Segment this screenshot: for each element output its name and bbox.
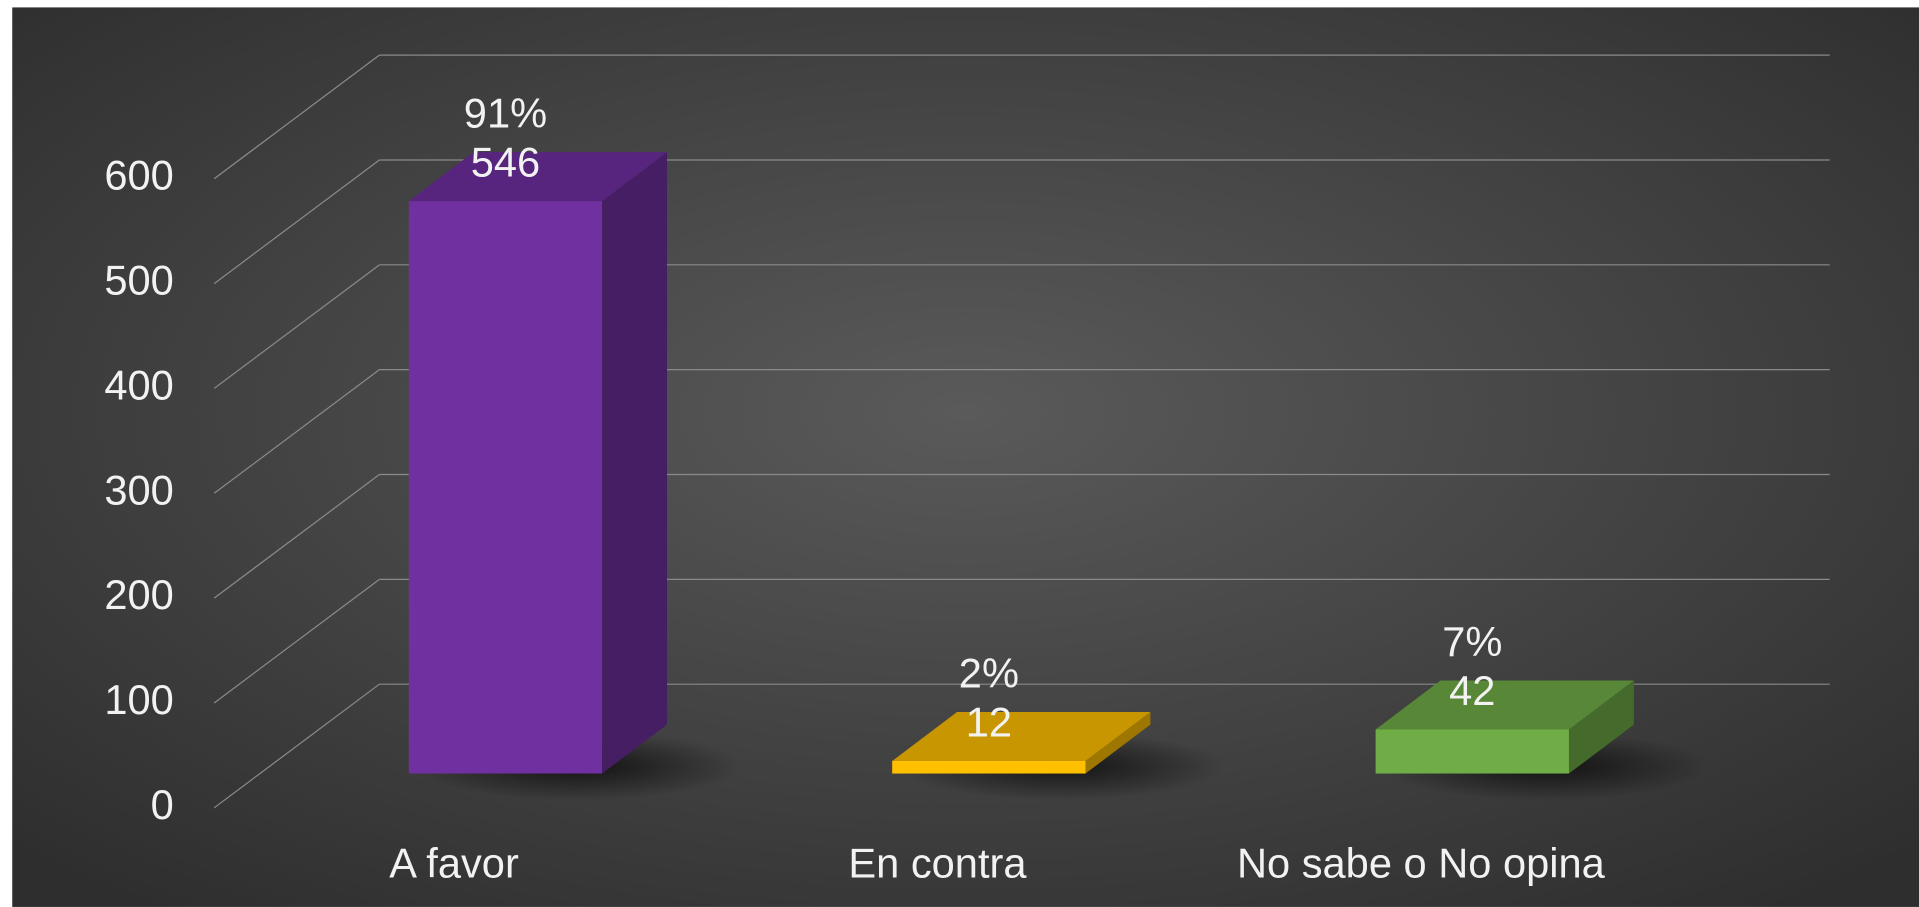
plot: 0 100 200 300 400 500 600 A favor 91%546 En contr…: [104, 54, 1830, 887]
bar-front: [1375, 729, 1569, 774]
bar-side: [1085, 712, 1151, 774]
grid-line: [213, 54, 380, 180]
bar-side: [1568, 680, 1634, 774]
y-tick-label: 300: [104, 466, 173, 513]
bar-top: [892, 712, 1151, 761]
y-tick-label: 500: [104, 257, 173, 304]
y-tick-label: 400: [104, 361, 173, 408]
x-tick-label: No sabe o No opina: [1237, 840, 1606, 887]
bar-top: [1375, 680, 1634, 730]
y-tick-label: 600: [104, 152, 173, 199]
value-label: 42: [1449, 667, 1495, 714]
bar-front: [892, 760, 1086, 774]
bar-front: [408, 201, 603, 774]
percent-label: 2%: [959, 649, 1019, 696]
bar-side: [602, 152, 667, 774]
value-label: 12: [966, 698, 1012, 745]
x-tick-label: En contra: [848, 840, 1027, 887]
y-tick-label: 0: [151, 781, 174, 828]
percent-label: 91%: [464, 90, 547, 137]
grid-line: [213, 474, 380, 599]
bar-top: [408, 152, 667, 202]
grid-line: [213, 683, 380, 809]
grid-line: [213, 264, 380, 389]
percent-label: 7%: [1442, 618, 1502, 665]
y-tick-label: 100: [104, 676, 173, 723]
y-tick-label: 200: [104, 571, 173, 618]
x-tick-label: A favor: [389, 840, 519, 887]
value-label: 546: [471, 139, 540, 186]
grid-line: [213, 159, 380, 285]
grid-line: [213, 369, 380, 494]
grid-line: [213, 578, 380, 704]
